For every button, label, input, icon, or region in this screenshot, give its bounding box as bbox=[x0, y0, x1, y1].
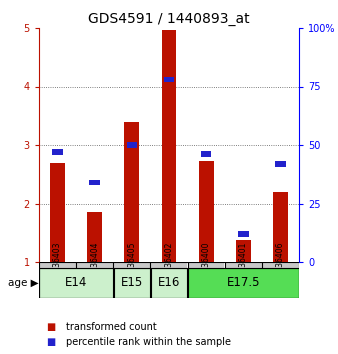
Bar bbox=[273, 192, 288, 262]
Bar bbox=[52, 149, 63, 155]
Text: GDS4591 / 1440893_at: GDS4591 / 1440893_at bbox=[88, 12, 250, 27]
Text: transformed count: transformed count bbox=[66, 322, 156, 332]
Bar bbox=[90, 179, 100, 185]
Bar bbox=[151, 268, 187, 298]
Text: E15: E15 bbox=[121, 276, 143, 290]
Bar bbox=[50, 162, 65, 262]
Text: GSM936400: GSM936400 bbox=[202, 242, 211, 288]
Text: GSM936401: GSM936401 bbox=[239, 242, 248, 288]
Bar bbox=[114, 262, 150, 268]
Text: E17.5: E17.5 bbox=[226, 276, 260, 290]
Bar bbox=[127, 142, 137, 148]
Bar bbox=[39, 268, 113, 298]
Bar bbox=[262, 262, 299, 268]
Bar bbox=[76, 262, 113, 268]
Bar bbox=[114, 268, 150, 298]
Bar bbox=[39, 262, 76, 268]
Text: GSM936406: GSM936406 bbox=[276, 242, 285, 288]
Text: GSM936402: GSM936402 bbox=[165, 242, 173, 288]
Text: GSM936405: GSM936405 bbox=[127, 242, 136, 288]
Text: E16: E16 bbox=[158, 276, 180, 290]
Text: ■: ■ bbox=[46, 322, 55, 332]
Bar bbox=[201, 152, 211, 157]
Bar bbox=[124, 122, 139, 262]
Text: percentile rank within the sample: percentile rank within the sample bbox=[66, 337, 231, 347]
Bar bbox=[236, 240, 251, 262]
Bar bbox=[87, 212, 102, 262]
Text: E14: E14 bbox=[65, 276, 87, 290]
Text: GSM936403: GSM936403 bbox=[53, 242, 62, 288]
Bar bbox=[225, 262, 262, 268]
Bar bbox=[199, 161, 214, 262]
Bar bbox=[188, 268, 299, 298]
Bar bbox=[238, 231, 248, 237]
Bar bbox=[151, 262, 187, 268]
Text: ■: ■ bbox=[46, 337, 55, 347]
Bar bbox=[162, 30, 176, 262]
Bar bbox=[188, 262, 224, 268]
Bar bbox=[275, 161, 286, 167]
Bar bbox=[164, 76, 174, 82]
Text: GSM936404: GSM936404 bbox=[90, 242, 99, 288]
Text: age ▶: age ▶ bbox=[8, 278, 39, 288]
